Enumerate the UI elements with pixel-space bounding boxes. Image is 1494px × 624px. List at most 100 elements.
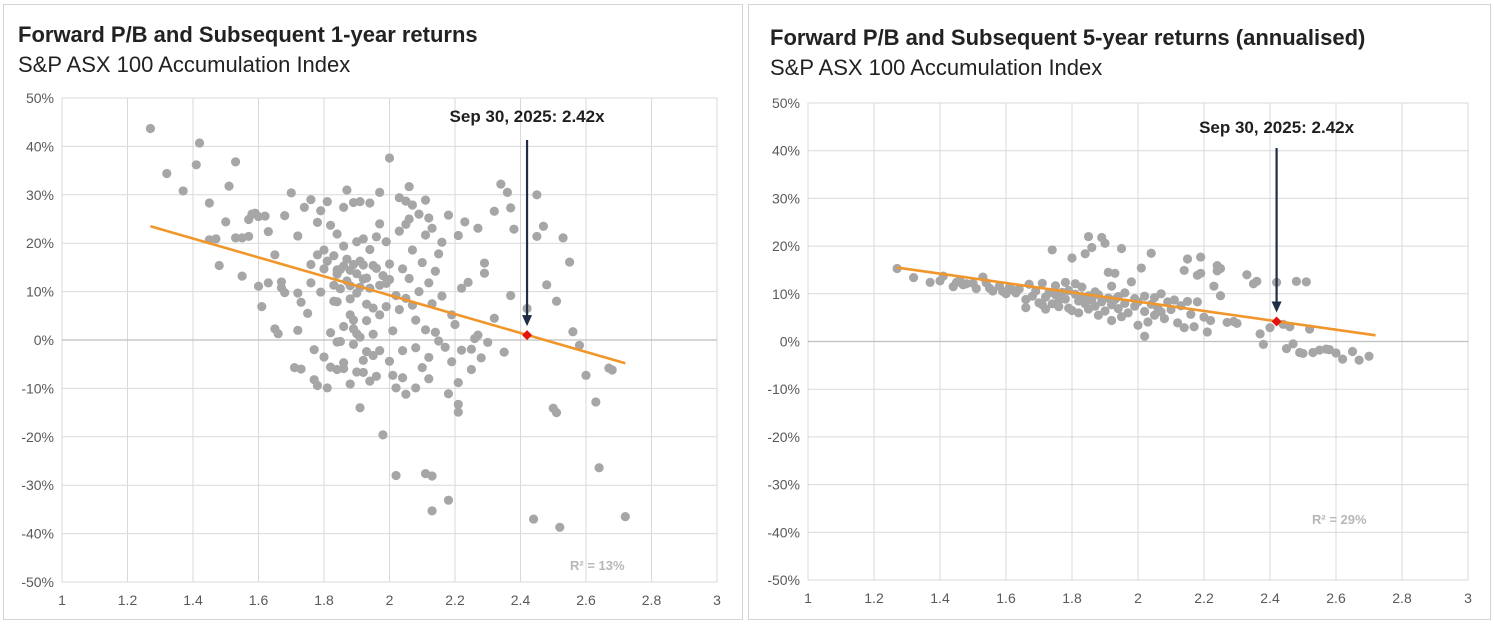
data-point xyxy=(1331,348,1341,358)
data-point xyxy=(230,157,241,167)
data-point xyxy=(1060,277,1070,287)
data-point xyxy=(551,296,562,306)
data-point xyxy=(293,231,303,241)
data-point xyxy=(1206,315,1216,326)
chart-title: Forward P/B and Subsequent 1-year return… xyxy=(18,22,478,47)
data-point xyxy=(568,327,578,337)
x-tick-label: 1.2 xyxy=(864,590,884,606)
data-point xyxy=(460,217,470,227)
data-point xyxy=(565,257,575,267)
data-point xyxy=(388,370,398,380)
data-point xyxy=(1173,318,1183,328)
data-point xyxy=(427,471,437,481)
data-point xyxy=(398,346,408,356)
data-point xyxy=(319,245,329,255)
data-point xyxy=(224,181,234,191)
trendline xyxy=(150,225,626,365)
data-point xyxy=(489,206,499,216)
data-point xyxy=(401,389,411,399)
data-point xyxy=(1265,323,1275,333)
data-point xyxy=(1202,327,1212,337)
data-point xyxy=(1209,281,1219,291)
data-point xyxy=(306,195,316,205)
data-point xyxy=(1041,304,1051,314)
data-point xyxy=(404,181,414,192)
data-point xyxy=(280,287,290,298)
data-point xyxy=(244,231,254,242)
data-point xyxy=(509,224,519,234)
data-point xyxy=(1255,329,1265,339)
x-tick-label: 2.8 xyxy=(642,592,662,608)
data-point xyxy=(971,283,981,294)
data-point xyxy=(1100,306,1110,316)
data-point xyxy=(453,399,463,409)
data-point xyxy=(1146,248,1156,258)
data-point xyxy=(319,352,329,362)
data-point xyxy=(473,330,483,340)
data-point xyxy=(1143,317,1153,327)
data-point xyxy=(312,217,323,227)
data-point xyxy=(925,277,935,287)
x-tick-label: 2.4 xyxy=(511,592,531,608)
data-point xyxy=(178,186,188,196)
x-tick-label: 2.2 xyxy=(445,592,465,608)
x-tick-label: 1 xyxy=(804,590,812,606)
data-point xyxy=(1113,303,1123,314)
data-point xyxy=(1140,306,1150,317)
data-point xyxy=(352,367,362,377)
y-tick-label: 40% xyxy=(26,138,54,154)
data-point xyxy=(434,336,444,346)
y-tick-label: -50% xyxy=(21,574,54,590)
data-point xyxy=(358,367,368,378)
data-point xyxy=(378,430,388,440)
data-point xyxy=(440,342,450,352)
data-point xyxy=(1140,331,1150,341)
data-point xyxy=(476,353,486,363)
data-point xyxy=(555,522,565,532)
data-point xyxy=(443,210,454,220)
data-point xyxy=(1242,270,1252,280)
data-point xyxy=(352,269,362,279)
data-point xyxy=(1093,310,1103,320)
data-point xyxy=(1110,268,1120,278)
chart-panel-1yr: Forward P/B and Subsequent 1-year return… xyxy=(3,4,743,620)
data-point xyxy=(348,339,359,349)
data-point xyxy=(1090,301,1100,311)
y-tick-label: -20% xyxy=(767,429,800,445)
data-point xyxy=(1196,252,1206,262)
data-point xyxy=(1252,276,1262,286)
data-point xyxy=(424,213,434,223)
data-point xyxy=(404,273,414,284)
data-point xyxy=(339,241,349,251)
y-tick-label: 0% xyxy=(780,334,800,350)
y-tick-label: 10% xyxy=(26,284,54,300)
data-point xyxy=(361,316,372,326)
data-point xyxy=(312,380,323,391)
data-point xyxy=(260,211,270,221)
data-point xyxy=(1215,291,1226,301)
data-point xyxy=(466,364,476,375)
data-point xyxy=(293,288,303,298)
y-tick-label: -10% xyxy=(767,381,800,397)
data-point xyxy=(551,408,562,418)
x-tick-label: 1.6 xyxy=(249,592,269,608)
data-point xyxy=(280,211,290,221)
data-point xyxy=(322,256,332,266)
data-point xyxy=(384,356,395,366)
data-point xyxy=(391,470,401,481)
data-point xyxy=(358,355,368,365)
y-tick-label: 40% xyxy=(772,143,800,159)
data-point xyxy=(411,383,421,393)
data-point xyxy=(420,325,431,335)
data-point xyxy=(463,277,473,288)
data-point xyxy=(339,202,349,212)
data-point xyxy=(574,340,585,350)
data-point xyxy=(1060,294,1070,304)
data-point xyxy=(473,223,483,233)
x-tick-label: 2.2 xyxy=(1194,590,1214,606)
y-tick-label: -50% xyxy=(767,572,800,588)
data-point xyxy=(299,202,309,212)
annotation-label: Sep 30, 2025: 2.42x xyxy=(450,107,606,126)
data-point xyxy=(191,160,201,170)
data-point xyxy=(345,294,355,304)
